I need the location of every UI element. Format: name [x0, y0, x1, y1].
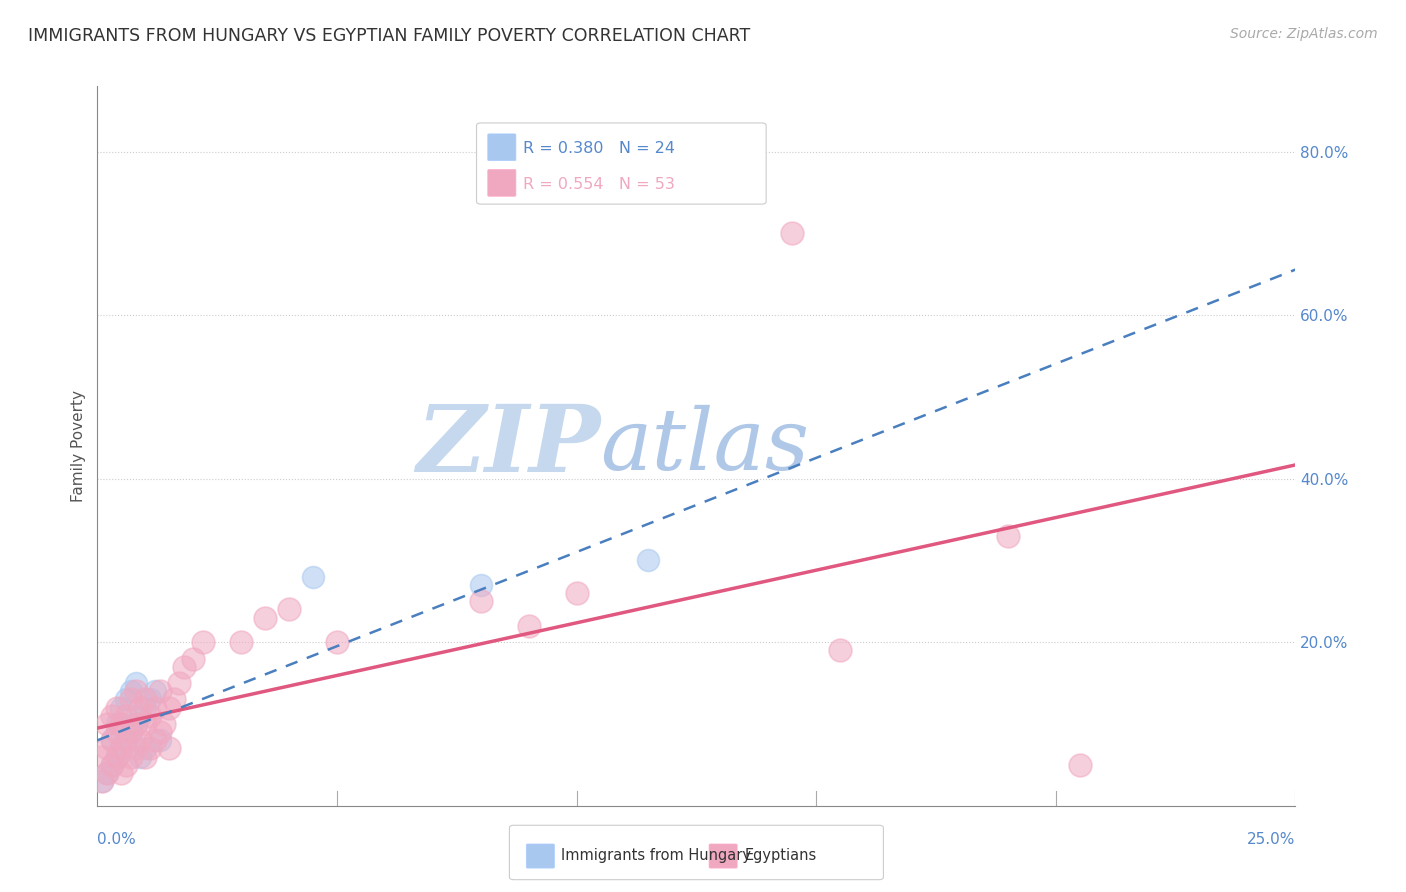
Point: [229, 635, 252, 649]
Point: [115, 757, 138, 772]
Point: [105, 725, 128, 739]
Point: [153, 717, 176, 731]
Text: IMMIGRANTS FROM HUNGARY VS EGYPTIAN FAMILY POVERTY CORRELATION CHART: IMMIGRANTS FROM HUNGARY VS EGYPTIAN FAMI…: [28, 27, 751, 45]
Point: [125, 717, 148, 731]
Point: [157, 741, 180, 756]
Point: [120, 725, 142, 739]
Point: [91, 749, 114, 764]
Point: [129, 749, 152, 764]
Text: Source: ZipAtlas.com: Source: ZipAtlas.com: [1230, 27, 1378, 41]
Point: [565, 586, 588, 600]
Text: ZIP: ZIP: [416, 401, 600, 491]
Point: [110, 766, 132, 780]
Point: [105, 717, 128, 731]
Point: [125, 717, 148, 731]
Point: [110, 700, 132, 714]
Point: [149, 733, 172, 747]
Point: [163, 692, 186, 706]
Point: [125, 676, 148, 690]
Point: [173, 659, 195, 673]
Point: [470, 578, 492, 592]
Point: [134, 749, 156, 764]
Point: [115, 733, 138, 747]
Point: [120, 684, 142, 698]
Point: [96, 741, 118, 756]
Point: [139, 692, 162, 706]
Point: [100, 757, 122, 772]
Point: [302, 570, 325, 584]
Point: [149, 684, 172, 698]
Point: [326, 635, 349, 649]
Point: [120, 749, 142, 764]
Point: [91, 774, 114, 789]
Point: [115, 708, 138, 723]
Point: [91, 774, 114, 789]
Point: [105, 749, 128, 764]
Point: [129, 733, 152, 747]
Point: [100, 733, 122, 747]
Point: [254, 610, 277, 624]
Point: [143, 700, 166, 714]
Point: [125, 741, 148, 756]
Point: [110, 717, 132, 731]
Point: [100, 733, 122, 747]
Point: [110, 741, 132, 756]
Point: [105, 749, 128, 764]
Text: R = 0.554   N = 53: R = 0.554 N = 53: [523, 178, 675, 193]
Point: [129, 708, 152, 723]
Point: [134, 717, 156, 731]
Y-axis label: Family Poverty: Family Poverty: [72, 390, 86, 502]
Point: [517, 619, 540, 633]
Point: [134, 741, 156, 756]
Point: [997, 529, 1019, 543]
Text: Egyptians: Egyptians: [744, 848, 817, 863]
Point: [96, 717, 118, 731]
Point: [96, 766, 118, 780]
Text: atlas: atlas: [600, 405, 810, 487]
Point: [191, 635, 214, 649]
Point: [100, 757, 122, 772]
Point: [129, 700, 152, 714]
Point: [143, 733, 166, 747]
Point: [96, 766, 118, 780]
Text: Immigrants from Hungary: Immigrants from Hungary: [561, 848, 751, 863]
Point: [780, 227, 803, 241]
Text: 25.0%: 25.0%: [1247, 832, 1295, 847]
Point: [1069, 757, 1091, 772]
Point: [115, 733, 138, 747]
Point: [157, 700, 180, 714]
Point: [470, 594, 492, 608]
Text: R = 0.380   N = 24: R = 0.380 N = 24: [523, 141, 675, 156]
Point: [181, 651, 204, 665]
Point: [100, 708, 122, 723]
Point: [105, 700, 128, 714]
Point: [120, 692, 142, 706]
Text: 0.0%: 0.0%: [97, 832, 136, 847]
Point: [167, 676, 190, 690]
Point: [149, 725, 172, 739]
Point: [115, 692, 138, 706]
Point: [139, 741, 162, 756]
Point: [637, 553, 659, 567]
Point: [120, 725, 142, 739]
Point: [134, 700, 156, 714]
Point: [110, 741, 132, 756]
Point: [143, 684, 166, 698]
Point: [278, 602, 301, 616]
Point: [134, 692, 156, 706]
Point: [139, 708, 162, 723]
Point: [125, 684, 148, 698]
Point: [830, 643, 852, 657]
